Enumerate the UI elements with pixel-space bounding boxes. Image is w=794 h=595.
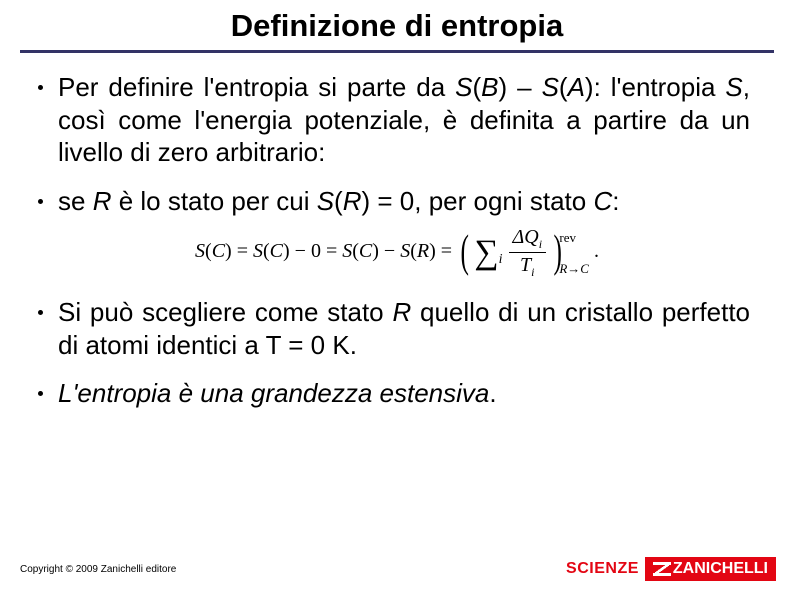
bullet-item: Per definire l'entropia si parte da S(B)… <box>44 71 750 169</box>
slide-body: Per definire l'entropia si parte da S(B)… <box>0 53 794 410</box>
entropy-formula: S(C) = S(C) − 0 = S(C) − S(R) = (∑iΔQiTi… <box>195 227 599 278</box>
bullet-item: se R è lo stato per cui S(R) = 0, per og… <box>44 185 750 218</box>
bullet-icon <box>38 391 43 396</box>
zanichelli-z-icon <box>653 560 671 578</box>
bullet-text: Si può scegliere come stato R quello di … <box>44 296 750 361</box>
copyright-text: Copyright © 2009 Zanichelli editore <box>20 564 176 575</box>
bullet-text: Per definire l'entropia si parte da S(B)… <box>44 71 750 169</box>
publisher-logo: SCIENZE ZANICHELLI <box>566 557 776 581</box>
bullet-icon <box>38 310 43 315</box>
slide-title: Definizione di entropia <box>0 0 794 44</box>
bullet-item: L'entropia è una grandezza estensiva. <box>44 377 750 410</box>
bullet-text: se R è lo stato per cui S(R) = 0, per og… <box>44 185 750 218</box>
logo-zanichelli-box: ZANICHELLI <box>645 557 776 581</box>
slide: Definizione di entropia Per definire l'e… <box>0 0 794 595</box>
bullet-icon <box>38 199 43 204</box>
logo-zanichelli-text: ZANICHELLI <box>673 560 768 578</box>
bullet-text: L'entropia è una grandezza estensiva. <box>44 377 750 410</box>
bullet-item: Si può scegliere come stato R quello di … <box>44 296 750 361</box>
formula-block: S(C) = S(C) − 0 = S(C) − S(R) = (∑iΔQiTi… <box>44 227 750 278</box>
bullet-icon <box>38 85 43 90</box>
logo-scienze-text: SCIENZE <box>566 560 639 578</box>
